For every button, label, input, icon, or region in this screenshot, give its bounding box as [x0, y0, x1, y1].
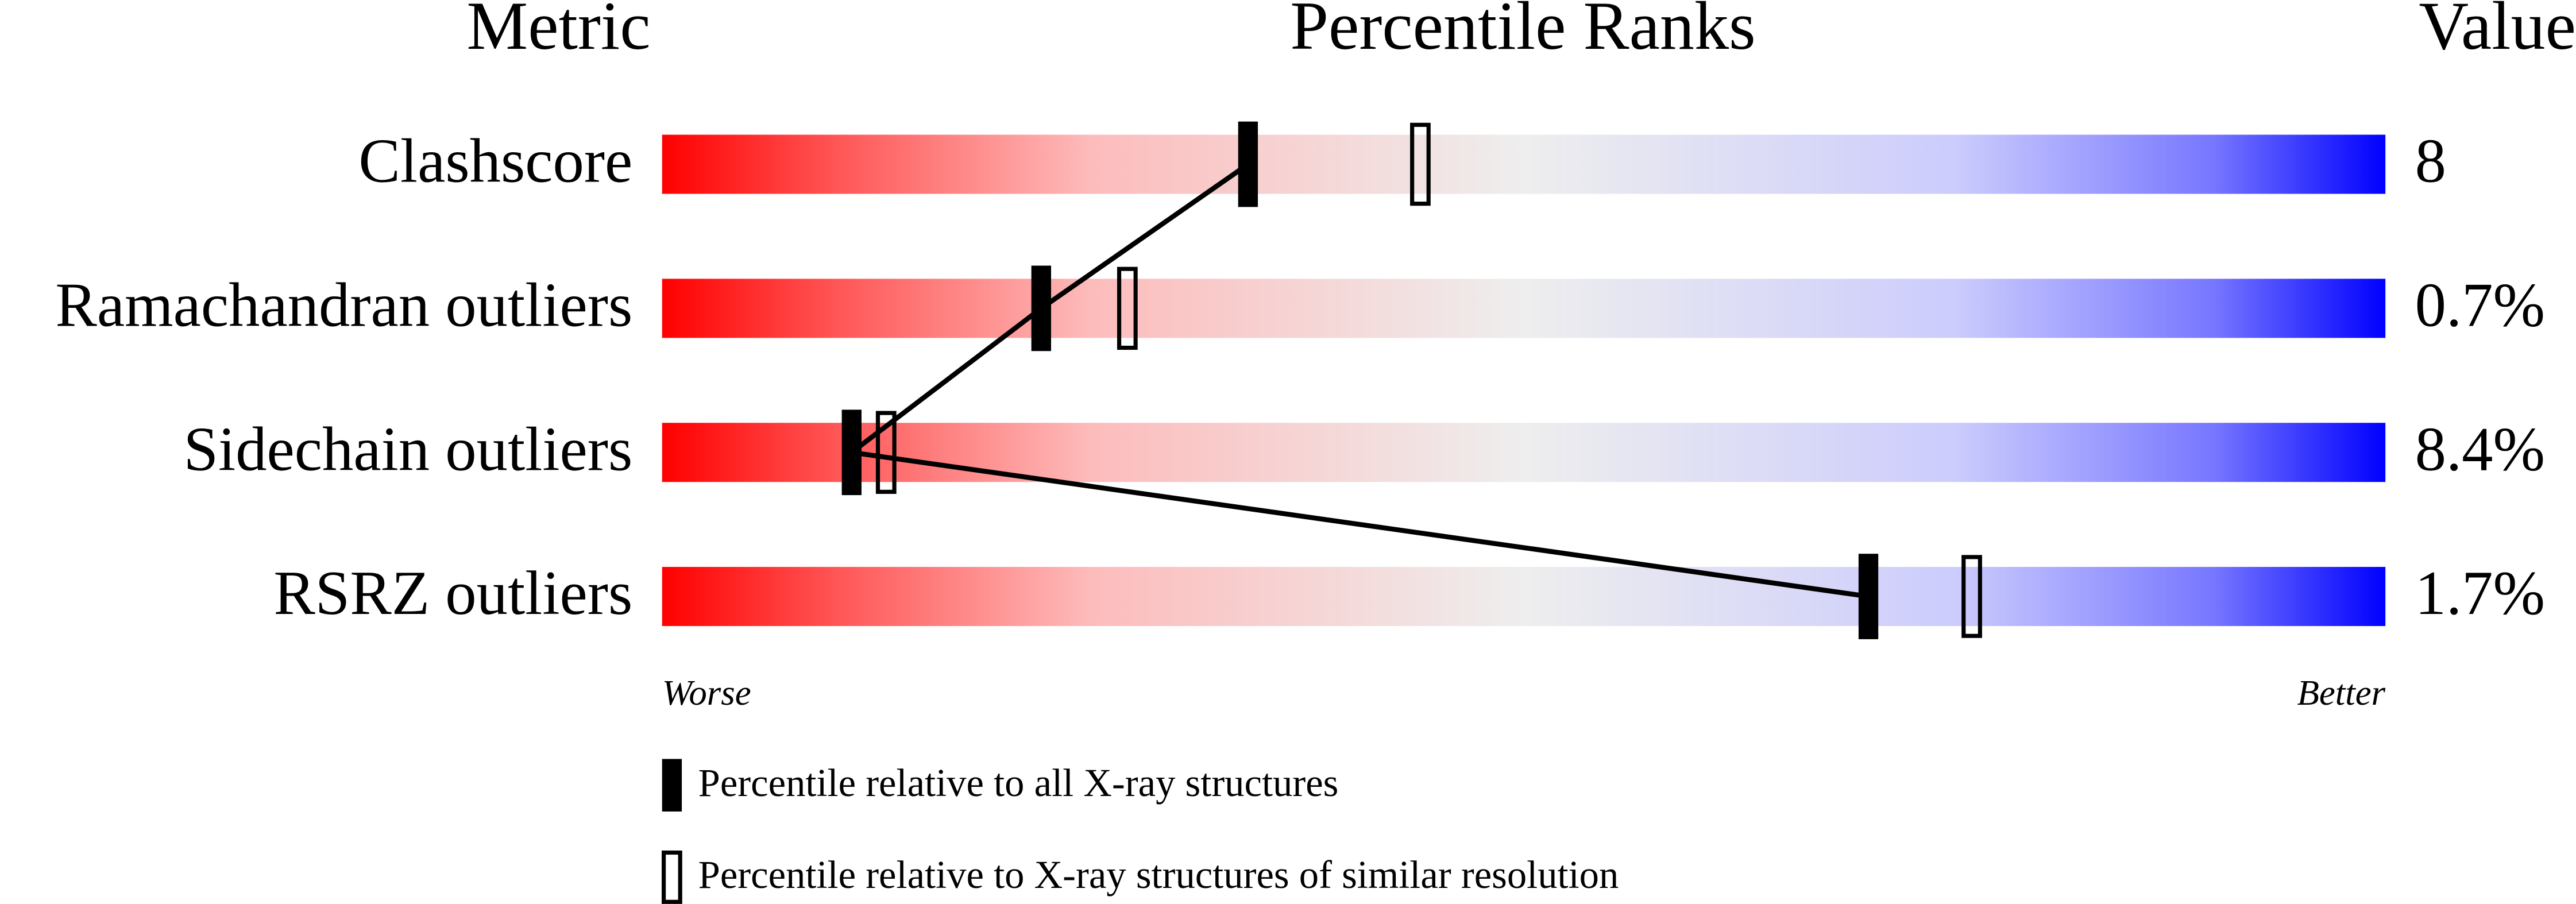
- metric-value: 8.4%: [2415, 414, 2545, 484]
- metric-label: Ramachandran outliers: [55, 271, 632, 340]
- legend-label: Percentile relative to X-ray structures …: [698, 853, 1619, 897]
- metric-label: Sidechain outliers: [184, 414, 633, 484]
- open-marker: [1961, 555, 1982, 638]
- header: Value: [2419, 0, 2576, 64]
- header: Metric: [466, 0, 650, 64]
- percentile-bar: [662, 567, 2386, 627]
- metric-label: RSRZ outliers: [273, 558, 632, 628]
- connector-line: [845, 162, 1869, 599]
- legend-marker: [662, 850, 682, 904]
- axis-end-label: Worse: [662, 673, 751, 713]
- open-marker: [875, 411, 897, 494]
- metric-label: Clashscore: [358, 126, 632, 196]
- header: Percentile Ranks: [1290, 0, 1756, 64]
- filled-marker: [1031, 265, 1051, 351]
- legend-label: Percentile relative to all X-ray structu…: [698, 761, 1339, 805]
- legend-marker: [662, 759, 682, 812]
- metric-value: 8: [2415, 126, 2446, 196]
- metric-value: 1.7%: [2415, 558, 2545, 628]
- axis-end-label: Better: [2297, 673, 2385, 713]
- percentile-bar: [662, 279, 2386, 338]
- metric-value: 0.7%: [2415, 271, 2545, 340]
- filled-marker: [1238, 121, 1258, 207]
- filled-marker: [841, 409, 862, 496]
- filled-marker: [1858, 554, 1879, 639]
- open-marker: [1117, 266, 1138, 350]
- open-marker: [1410, 122, 1431, 206]
- percentile-bar: [662, 423, 2386, 482]
- percentile-bar: [662, 134, 2386, 194]
